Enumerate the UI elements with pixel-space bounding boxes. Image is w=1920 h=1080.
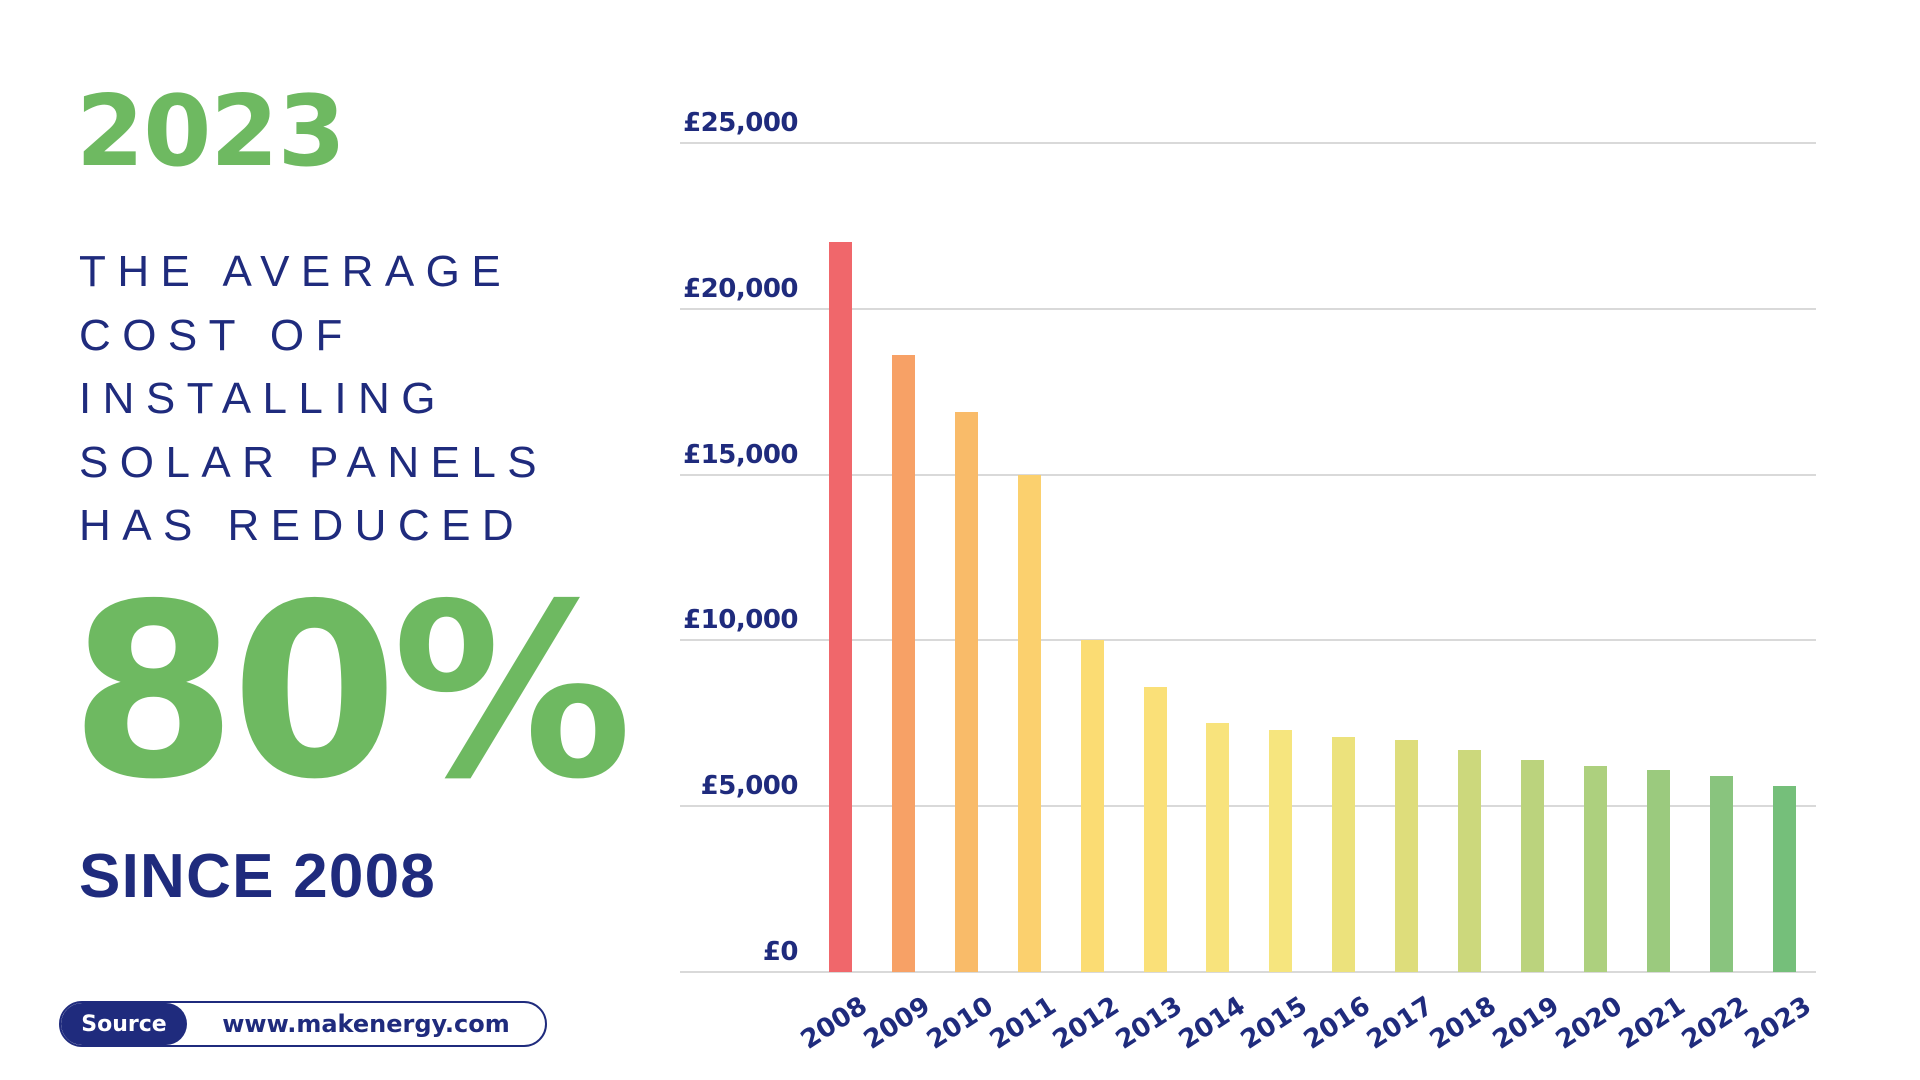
gridline (680, 805, 1816, 808)
x-axis-tick-label: 2023 (1739, 991, 1817, 1056)
bar-2011 (1017, 474, 1041, 972)
gridline (680, 142, 1816, 144)
y-axis-tick-label: £25,000 (683, 108, 798, 138)
x-axis-tick-label: 2018 (1424, 991, 1502, 1056)
year-heading: 2023 (76, 75, 346, 189)
bar-2018 (1458, 749, 1481, 972)
stat-caption: SINCE 2008 (79, 842, 437, 911)
headline-line: COST OF (79, 310, 354, 360)
gridline (680, 307, 1816, 310)
y-axis-tick-label: £15,000 (683, 439, 798, 470)
x-axis-tick-label: 2008 (795, 991, 873, 1056)
bar-2023 (1772, 786, 1796, 972)
bar-2019 (1520, 759, 1544, 972)
y-axis-tick-label: £20,000 (683, 273, 798, 304)
gridline (680, 971, 1816, 973)
bar-2017 (1395, 739, 1419, 972)
x-axis-tick-label: 2012 (1047, 991, 1125, 1056)
bar-2015 (1269, 729, 1293, 972)
bar-2021 (1646, 769, 1670, 972)
bar-2022 (1709, 776, 1733, 972)
gridline (680, 639, 1816, 642)
x-axis-tick-label: 2014 (1173, 991, 1251, 1056)
headline-line: INSTALLING (79, 374, 447, 423)
headline-line: HAS REDUCED (79, 501, 526, 550)
bar-2009 (891, 355, 915, 972)
gridline (680, 473, 1816, 476)
x-axis-tick-label: 2013 (1110, 991, 1188, 1056)
y-axis-tick-label: £5,000 (700, 771, 799, 802)
bar-2013 (1143, 686, 1167, 972)
headline: THE AVERAGE COST OF INSTALLING SOLAR PAN… (79, 240, 548, 558)
bar-2020 (1583, 766, 1607, 972)
y-axis-tick-label: £0 (762, 937, 799, 967)
x-axis-tick-label: 2010 (921, 991, 999, 1056)
bar-2010 (954, 411, 978, 972)
headline-line: SOLAR PANELS (79, 437, 549, 487)
y-axis-tick-label: £10,000 (683, 605, 798, 636)
x-axis-tick-label: 2015 (1236, 991, 1314, 1056)
x-axis-tick-label: 2020 (1550, 991, 1628, 1056)
bar-2012 (1080, 640, 1104, 972)
x-axis-tick-label: 2019 (1487, 991, 1565, 1056)
x-axis-tick-label: 2017 (1361, 991, 1439, 1056)
bar-2014 (1206, 723, 1230, 972)
x-axis-tick-label: 2016 (1299, 991, 1377, 1056)
x-axis-tick-label: 2021 (1613, 991, 1691, 1056)
x-axis-tick-label: 2022 (1676, 991, 1754, 1056)
bar-2016 (1332, 736, 1356, 972)
stat-value: 80% (70, 552, 632, 832)
headline-line: THE AVERAGE (79, 247, 513, 296)
source-label: Source (61, 1003, 187, 1045)
x-axis-tick-label: 2011 (984, 991, 1062, 1056)
source-pill: Source www.makenergy.com (59, 1001, 547, 1047)
source-url-link[interactable]: www.makenergy.com (222, 1010, 510, 1038)
x-axis-tick-label: 2009 (858, 991, 936, 1056)
bar-2008 (829, 242, 852, 972)
